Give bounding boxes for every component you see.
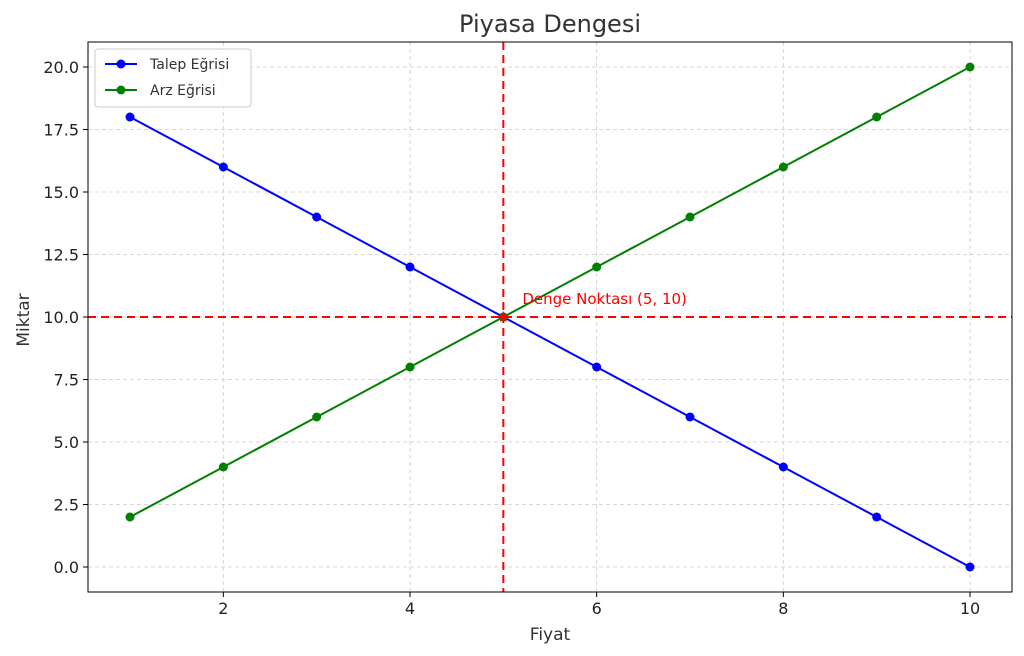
- data-point: [965, 62, 975, 72]
- legend: Talep Eğrisi Arz Eğrisi: [94, 48, 252, 108]
- data-point: [405, 262, 415, 272]
- y-axis-label: Miktar: [14, 293, 34, 346]
- equilibrium-lines: [88, 42, 1012, 592]
- data-point: [872, 512, 882, 522]
- series-layer: [125, 62, 975, 572]
- data-point: [685, 412, 695, 422]
- y-axis-ticks: 0.0 2.5 5.0 7.5 10.0 12.5 15.0 17.5 20.0: [43, 58, 88, 577]
- y-tick-label: 20.0: [43, 58, 79, 77]
- y-tick-label: 17.5: [43, 121, 79, 140]
- x-axis-ticks: 2 4 6 8 10: [218, 592, 980, 618]
- x-axis-label: Fiyat: [530, 625, 571, 645]
- equilibrium-label: Denge Noktası (5, 10): [522, 290, 687, 308]
- legend-label: Arz Eğrisi: [150, 83, 216, 99]
- data-point: [778, 162, 788, 172]
- y-tick-label: 12.5: [43, 246, 79, 265]
- series-line-arz: [129, 66, 971, 518]
- y-tick-label: 0.0: [54, 558, 79, 577]
- y-tick-label: 7.5: [54, 371, 79, 390]
- data-point: [778, 462, 788, 472]
- data-point: [218, 162, 228, 172]
- data-point: [872, 112, 882, 122]
- y-tick-label: 15.0: [43, 183, 79, 202]
- annotation-layer: Denge Noktası (5, 10): [497, 290, 687, 322]
- data-point: [312, 412, 322, 422]
- equilibrium-marker: [497, 311, 510, 322]
- series-line-talep: [129, 116, 971, 568]
- x-tick-label: 2: [218, 599, 228, 618]
- legend-label: Talep Eğrisi: [149, 57, 229, 73]
- legend-marker: [116, 85, 126, 95]
- y-tick-label: 10.0: [43, 308, 79, 327]
- data-point: [685, 212, 695, 222]
- data-point: [592, 262, 602, 272]
- x-tick-label: 6: [592, 599, 602, 618]
- y-tick-label: 2.5: [54, 496, 79, 515]
- data-point: [125, 512, 135, 522]
- y-tick-label: 5.0: [54, 433, 79, 452]
- data-point: [312, 212, 322, 222]
- data-point: [218, 462, 228, 472]
- chart-title: Piyasa Dengesi: [459, 10, 641, 38]
- x-tick-label: 10: [960, 599, 980, 618]
- legend-marker: [116, 59, 126, 69]
- x-tick-label: 8: [778, 599, 788, 618]
- data-point: [965, 562, 975, 572]
- data-point: [405, 362, 415, 372]
- x-tick-label: 4: [405, 599, 415, 618]
- data-point: [592, 362, 602, 372]
- data-point: [125, 112, 135, 122]
